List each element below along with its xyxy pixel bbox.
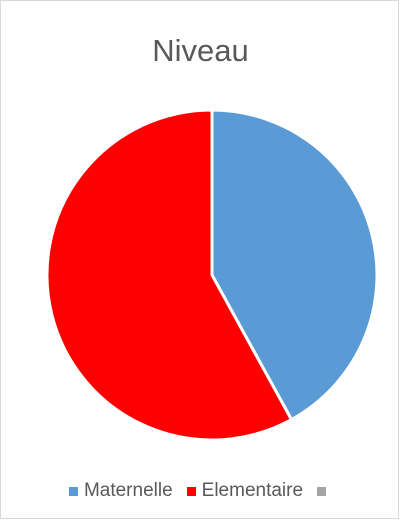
legend-swatch-elementaire (186, 486, 196, 496)
pie-slice-maternelle (210, 108, 379, 422)
legend-item-maternelle: Maternelle (68, 480, 173, 502)
chart-title: Niveau (152, 33, 249, 68)
legend-item-third (317, 486, 332, 496)
legend: Maternelle Elementaire (1, 480, 400, 502)
legend-item-elementaire: Elementaire (186, 480, 304, 502)
legend-swatch-maternelle (68, 486, 78, 496)
legend-label-maternelle: Maternelle (83, 480, 173, 501)
pie-slice-elementaire (45, 108, 293, 442)
pie-slices (45, 108, 379, 442)
legend-swatch-third (317, 486, 327, 496)
legend-label-elementaire: Elementaire (201, 480, 304, 501)
